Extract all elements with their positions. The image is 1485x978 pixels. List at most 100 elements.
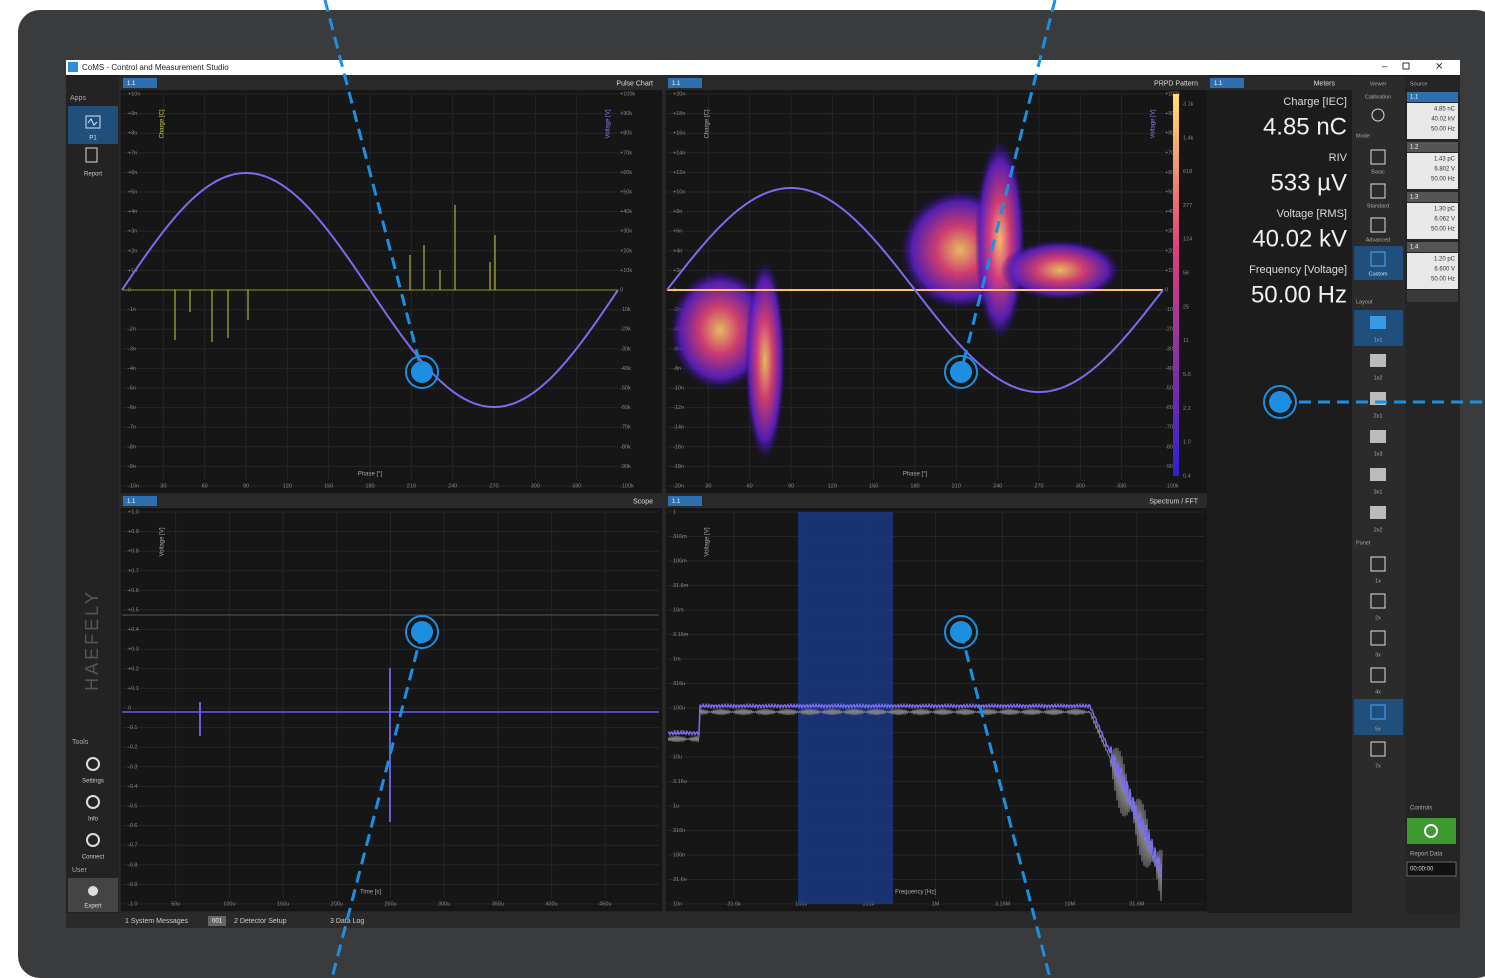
x-tick-label: 270 bbox=[1034, 483, 1043, 489]
source-selector[interactable] bbox=[668, 496, 702, 506]
source-selector[interactable] bbox=[123, 496, 157, 506]
close[interactable]: ✕ bbox=[1435, 62, 1443, 73]
source-tab[interactable] bbox=[1407, 242, 1458, 252]
y2-tick-label: +10k bbox=[1165, 268, 1177, 274]
source-tab[interactable] bbox=[1407, 92, 1458, 102]
y-tick-label: 1 bbox=[673, 509, 676, 515]
count-badge bbox=[208, 916, 226, 926]
label: Viewer bbox=[1370, 81, 1387, 87]
source-readout bbox=[1407, 203, 1458, 239]
layout-icon[interactable] bbox=[1370, 468, 1386, 481]
source-tab[interactable] bbox=[1407, 142, 1458, 152]
panel-title: Scope bbox=[633, 498, 653, 505]
calibration-icon[interactable] bbox=[1371, 108, 1385, 122]
app-button[interactable] bbox=[68, 106, 118, 144]
layout-icon[interactable] bbox=[1370, 506, 1386, 519]
panel bbox=[119, 75, 664, 495]
x-tick-label: 180 bbox=[365, 483, 374, 489]
panel-icon[interactable] bbox=[1370, 704, 1386, 720]
y-tick-label: +0.4 bbox=[128, 627, 139, 633]
tool-icon[interactable] bbox=[86, 795, 100, 809]
x-tick-label: 90 bbox=[788, 483, 794, 489]
panel-title: Pulse Chart bbox=[616, 80, 653, 87]
x-tick-label: 3.16M bbox=[995, 901, 1011, 907]
x-tick-label: 30 bbox=[160, 483, 166, 489]
label: 1x2 bbox=[1374, 375, 1383, 381]
label: Controls bbox=[1410, 806, 1432, 812]
label: Basic bbox=[1371, 169, 1385, 175]
label: 1.1 bbox=[1410, 95, 1419, 101]
mode-icon[interactable] bbox=[1370, 217, 1386, 233]
label: 1x1 bbox=[1374, 337, 1383, 343]
panel-header bbox=[120, 494, 663, 508]
label: 1.1 bbox=[672, 499, 681, 505]
y2-tick-label: +50k bbox=[1165, 189, 1177, 195]
source-value: 40.02 kV bbox=[1431, 117, 1455, 123]
source-selector[interactable] bbox=[668, 78, 702, 88]
source-value: 50.00 Hz bbox=[1431, 227, 1455, 233]
tool-icon[interactable] bbox=[86, 833, 100, 847]
y-tick-label: -1n bbox=[128, 307, 136, 313]
y2-tick-label: +20k bbox=[620, 248, 632, 254]
y2-tick-label: -20k bbox=[620, 327, 631, 333]
panel-icon[interactable] bbox=[1370, 593, 1386, 609]
y-tick-label: +2n bbox=[673, 268, 682, 274]
label: 1.2 bbox=[1410, 145, 1419, 151]
y-tick-label: -20n bbox=[673, 483, 684, 489]
x-tick-label: 150 bbox=[324, 483, 333, 489]
x-tick-label: 350u bbox=[492, 901, 504, 907]
layout-icon[interactable] bbox=[1370, 430, 1386, 443]
source-value: 50.00 Hz bbox=[1431, 127, 1455, 133]
y2-tick-label: -50k bbox=[620, 385, 631, 391]
panel-icon[interactable] bbox=[1370, 630, 1386, 646]
y2-tick-label: +30k bbox=[620, 229, 632, 235]
label: Mode bbox=[1356, 133, 1370, 139]
callout-ring bbox=[405, 355, 439, 389]
voltage-curve bbox=[121, 172, 619, 408]
label: 3x bbox=[1375, 652, 1381, 658]
label: 1x3 bbox=[1374, 451, 1383, 457]
mode-icon[interactable] bbox=[1370, 149, 1386, 165]
y2-tick-label: +100k bbox=[1165, 91, 1180, 97]
panel-header bbox=[665, 76, 1208, 90]
mode-icon[interactable] bbox=[1370, 183, 1386, 199]
minimize[interactable]: – bbox=[1382, 62, 1388, 73]
panel-icon[interactable] bbox=[1370, 667, 1386, 683]
callout-line bbox=[959, 0, 1057, 373]
y-tick-label: -0.7 bbox=[128, 843, 137, 849]
y2-tick-label: -80k bbox=[620, 444, 631, 450]
panel-icon[interactable] bbox=[1370, 741, 1386, 757]
tool-icon[interactable] bbox=[86, 757, 100, 771]
color-tick-label: 618 bbox=[1183, 169, 1192, 175]
callout-line bbox=[323, 0, 424, 373]
source-selector[interactable] bbox=[123, 78, 157, 88]
layout-icon[interactable] bbox=[1370, 354, 1386, 367]
y2-axis-label: Voltage [V] bbox=[1151, 109, 1157, 138]
layout-icon[interactable] bbox=[1370, 316, 1386, 329]
label: 5x bbox=[1375, 726, 1381, 732]
label: Advanced bbox=[1366, 237, 1390, 243]
color-tick-label: 277 bbox=[1183, 203, 1192, 209]
label: Custom bbox=[1369, 271, 1388, 277]
close-sources[interactable] bbox=[1407, 290, 1458, 302]
prpd-density bbox=[745, 260, 785, 460]
x-tick-label: 30 bbox=[705, 483, 711, 489]
color-tick-label: 0.4 bbox=[1183, 473, 1191, 479]
source-selector[interactable] bbox=[1210, 78, 1244, 88]
status-bar bbox=[66, 913, 1460, 928]
panel-icon[interactable] bbox=[1370, 556, 1386, 572]
y2-tick-label: -100k bbox=[620, 483, 634, 489]
x-tick-label: 100u bbox=[223, 901, 235, 907]
y-tick-label: -18n bbox=[673, 464, 684, 470]
meter-value: 40.02 kV bbox=[1252, 225, 1347, 252]
start-button[interactable] bbox=[1407, 818, 1456, 844]
y-tick-label: +18n bbox=[673, 111, 685, 117]
y-tick-label: -10n bbox=[673, 385, 684, 391]
y2-tick-label: -100k bbox=[1165, 483, 1179, 489]
y-tick-label: 316u bbox=[673, 681, 685, 687]
x-tick-label: 240 bbox=[993, 483, 1002, 489]
maximize[interactable] bbox=[1402, 62, 1410, 70]
label: 4x bbox=[1375, 689, 1381, 695]
mode-icon[interactable] bbox=[1370, 251, 1386, 267]
source-tab[interactable] bbox=[1407, 192, 1458, 202]
